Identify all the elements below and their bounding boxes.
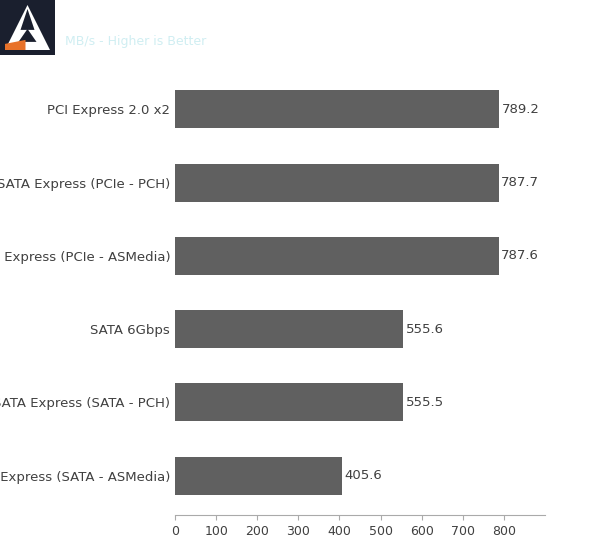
Text: 787.6: 787.6 xyxy=(501,249,539,262)
Bar xyxy=(175,163,499,202)
Polygon shape xyxy=(5,40,25,50)
Text: 555.6: 555.6 xyxy=(406,323,444,336)
Text: 787.7: 787.7 xyxy=(501,176,539,189)
Text: 555.5: 555.5 xyxy=(406,396,444,409)
Polygon shape xyxy=(19,29,37,42)
Text: 789.2: 789.2 xyxy=(502,103,540,116)
Bar xyxy=(175,237,499,275)
Bar xyxy=(175,90,499,128)
Polygon shape xyxy=(20,9,35,30)
Polygon shape xyxy=(5,5,50,50)
Text: MB/s - Higher is Better: MB/s - Higher is Better xyxy=(65,35,206,48)
Text: Iometer - 128KB Sequential Read (QD32): Iometer - 128KB Sequential Read (QD32) xyxy=(65,8,547,28)
Text: 405.6: 405.6 xyxy=(344,469,382,482)
Bar xyxy=(175,383,403,421)
Bar xyxy=(175,310,403,348)
Bar xyxy=(175,456,342,495)
Bar xyxy=(0,0,55,55)
